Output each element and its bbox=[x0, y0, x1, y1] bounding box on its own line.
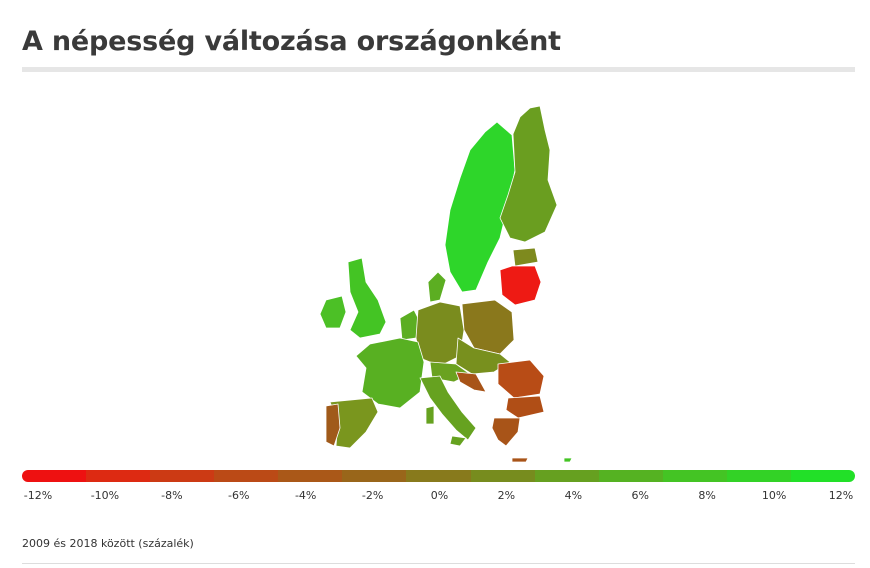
country-romania[interactable] bbox=[497, 359, 545, 399]
country-baltics[interactable] bbox=[499, 265, 542, 306]
country-france[interactable] bbox=[355, 337, 425, 409]
color-scale-tick-label: 6% bbox=[631, 489, 649, 502]
color-scale-segment bbox=[406, 470, 471, 482]
country-portugal[interactable] bbox=[325, 403, 341, 447]
color-scale-bar bbox=[22, 470, 855, 482]
color-scale-tick-label: -8% bbox=[161, 489, 183, 502]
color-scale-tick-label: 0% bbox=[430, 489, 449, 502]
country-uk[interactable] bbox=[347, 257, 387, 339]
color-scale-segment bbox=[534, 470, 599, 482]
country-croatia[interactable] bbox=[455, 371, 487, 393]
color-scale-tick-label: 12% bbox=[828, 489, 854, 502]
country-italy[interactable] bbox=[419, 375, 477, 441]
color-scale-segment bbox=[342, 470, 407, 482]
title-divider bbox=[22, 67, 855, 72]
color-scale-segment bbox=[150, 470, 215, 482]
color-scale-tick-label: -4% bbox=[294, 489, 317, 502]
country-crete[interactable] bbox=[511, 457, 529, 463]
color-scale-tick-label: 8% bbox=[698, 489, 716, 502]
country-estonia[interactable] bbox=[512, 247, 539, 267]
color-scale-segment bbox=[278, 470, 343, 482]
country-greece[interactable] bbox=[491, 417, 521, 447]
color-scale-tick-label: -10% bbox=[90, 489, 120, 502]
color-scale-segment bbox=[598, 470, 663, 482]
period-note: 2009 és 2018 között (százalék) bbox=[22, 537, 194, 550]
country-cyprus[interactable] bbox=[563, 457, 573, 463]
page-title: A népesség változása országonként bbox=[22, 26, 561, 57]
color-scale-segment bbox=[22, 470, 87, 482]
country-italy-islands[interactable] bbox=[425, 405, 467, 447]
color-scale-tick-label: 2% bbox=[497, 489, 516, 502]
bottom-divider bbox=[22, 563, 855, 564]
country-bulgaria[interactable] bbox=[505, 395, 545, 419]
country-denmark[interactable] bbox=[427, 271, 447, 303]
color-scale-segment bbox=[470, 470, 535, 482]
color-scale-tick-label: -2% bbox=[361, 489, 384, 502]
color-scale-segment bbox=[726, 470, 791, 482]
color-scale-tick-label: 10% bbox=[761, 489, 787, 502]
color-scale-tick-label: -6% bbox=[228, 489, 250, 502]
color-scale-tick-label: -12% bbox=[23, 489, 53, 502]
country-finland[interactable] bbox=[499, 105, 558, 243]
country-ireland[interactable] bbox=[319, 295, 347, 329]
color-scale-segment bbox=[662, 470, 727, 482]
color-scale-segment bbox=[86, 470, 151, 482]
color-scale-segment bbox=[214, 470, 279, 482]
country-poland[interactable] bbox=[461, 299, 515, 355]
color-scale-tick-label: 4% bbox=[564, 489, 583, 502]
color-scale-segment bbox=[790, 470, 855, 482]
